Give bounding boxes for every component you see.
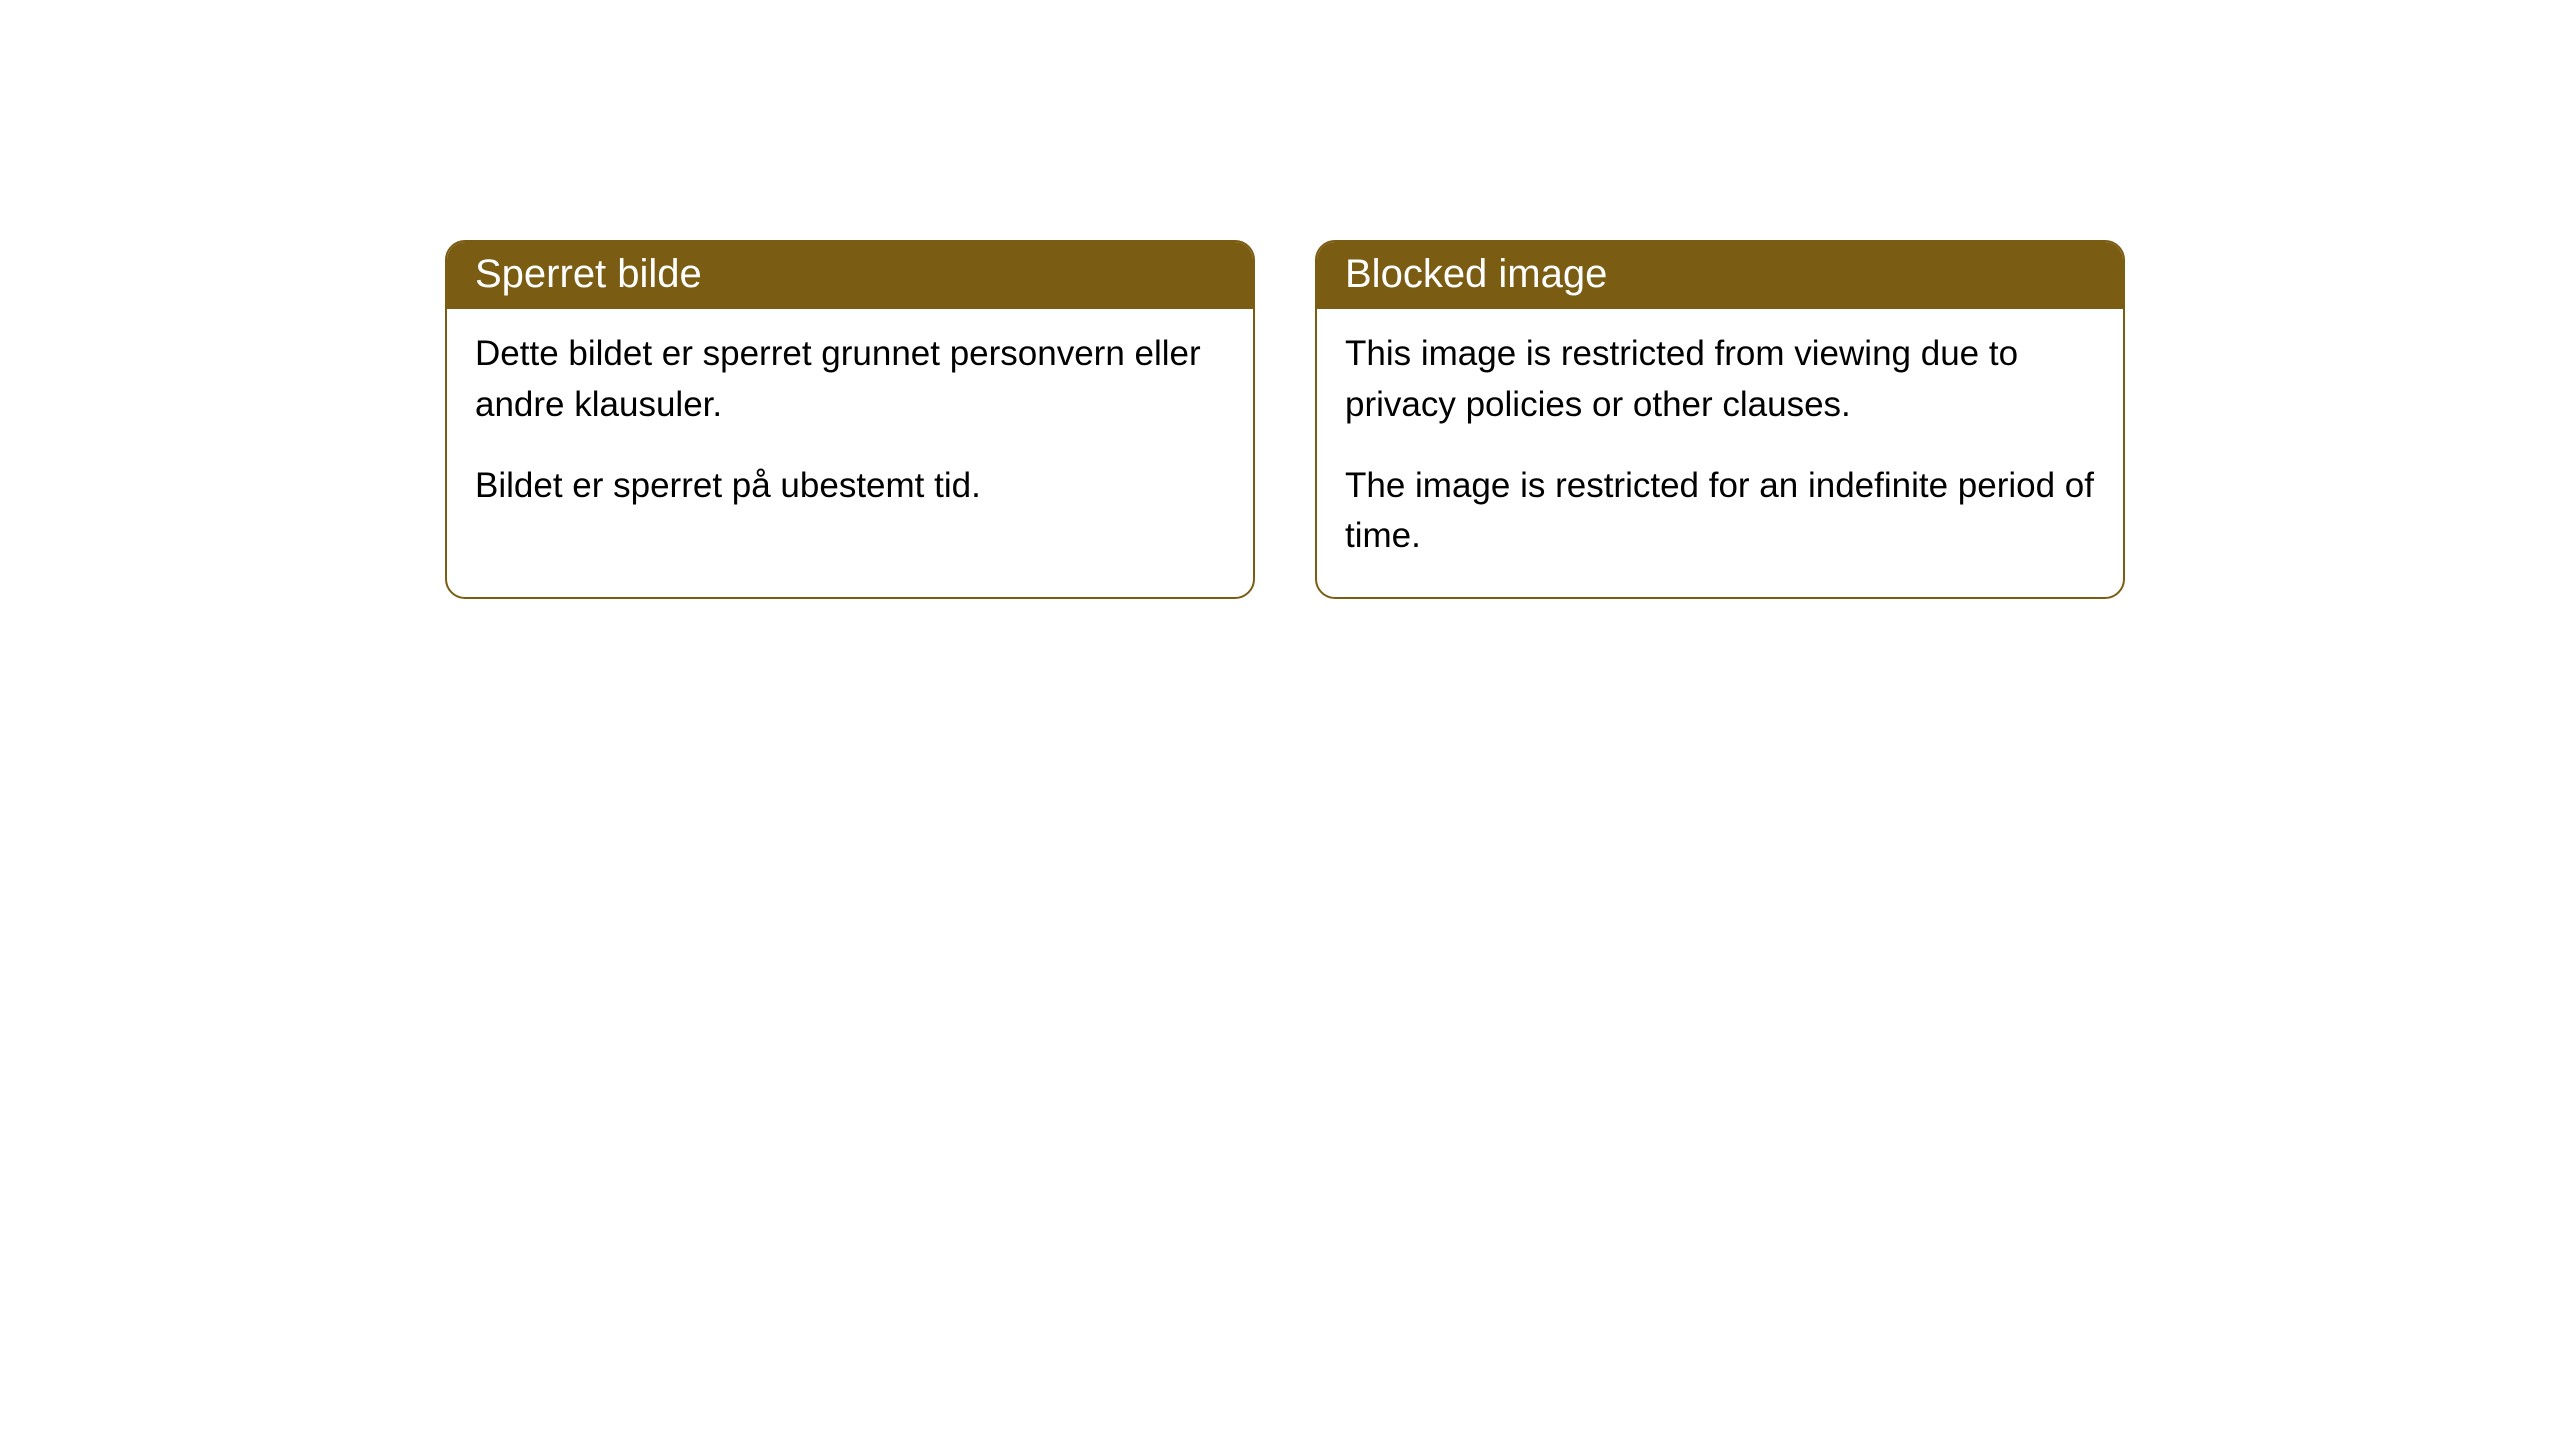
blocked-image-card-norwegian: Sperret bilde Dette bildet er sperret gr…: [445, 240, 1255, 599]
card-message-norwegian-p1: Dette bildet er sperret grunnet personve…: [475, 329, 1225, 431]
card-title-norwegian: Sperret bilde: [475, 252, 702, 296]
card-header-english: Blocked image: [1317, 242, 2123, 309]
notification-cards-container: Sperret bilde Dette bildet er sperret gr…: [445, 240, 2125, 599]
card-body-norwegian: Dette bildet er sperret grunnet personve…: [447, 309, 1253, 546]
card-message-norwegian-p2: Bildet er sperret på ubestemt tid.: [475, 461, 1225, 512]
card-header-norwegian: Sperret bilde: [447, 242, 1253, 309]
blocked-image-card-english: Blocked image This image is restricted f…: [1315, 240, 2125, 599]
card-message-english-p1: This image is restricted from viewing du…: [1345, 329, 2095, 431]
card-message-english-p2: The image is restricted for an indefinit…: [1345, 461, 2095, 563]
card-title-english: Blocked image: [1345, 252, 1607, 296]
card-body-english: This image is restricted from viewing du…: [1317, 309, 2123, 597]
